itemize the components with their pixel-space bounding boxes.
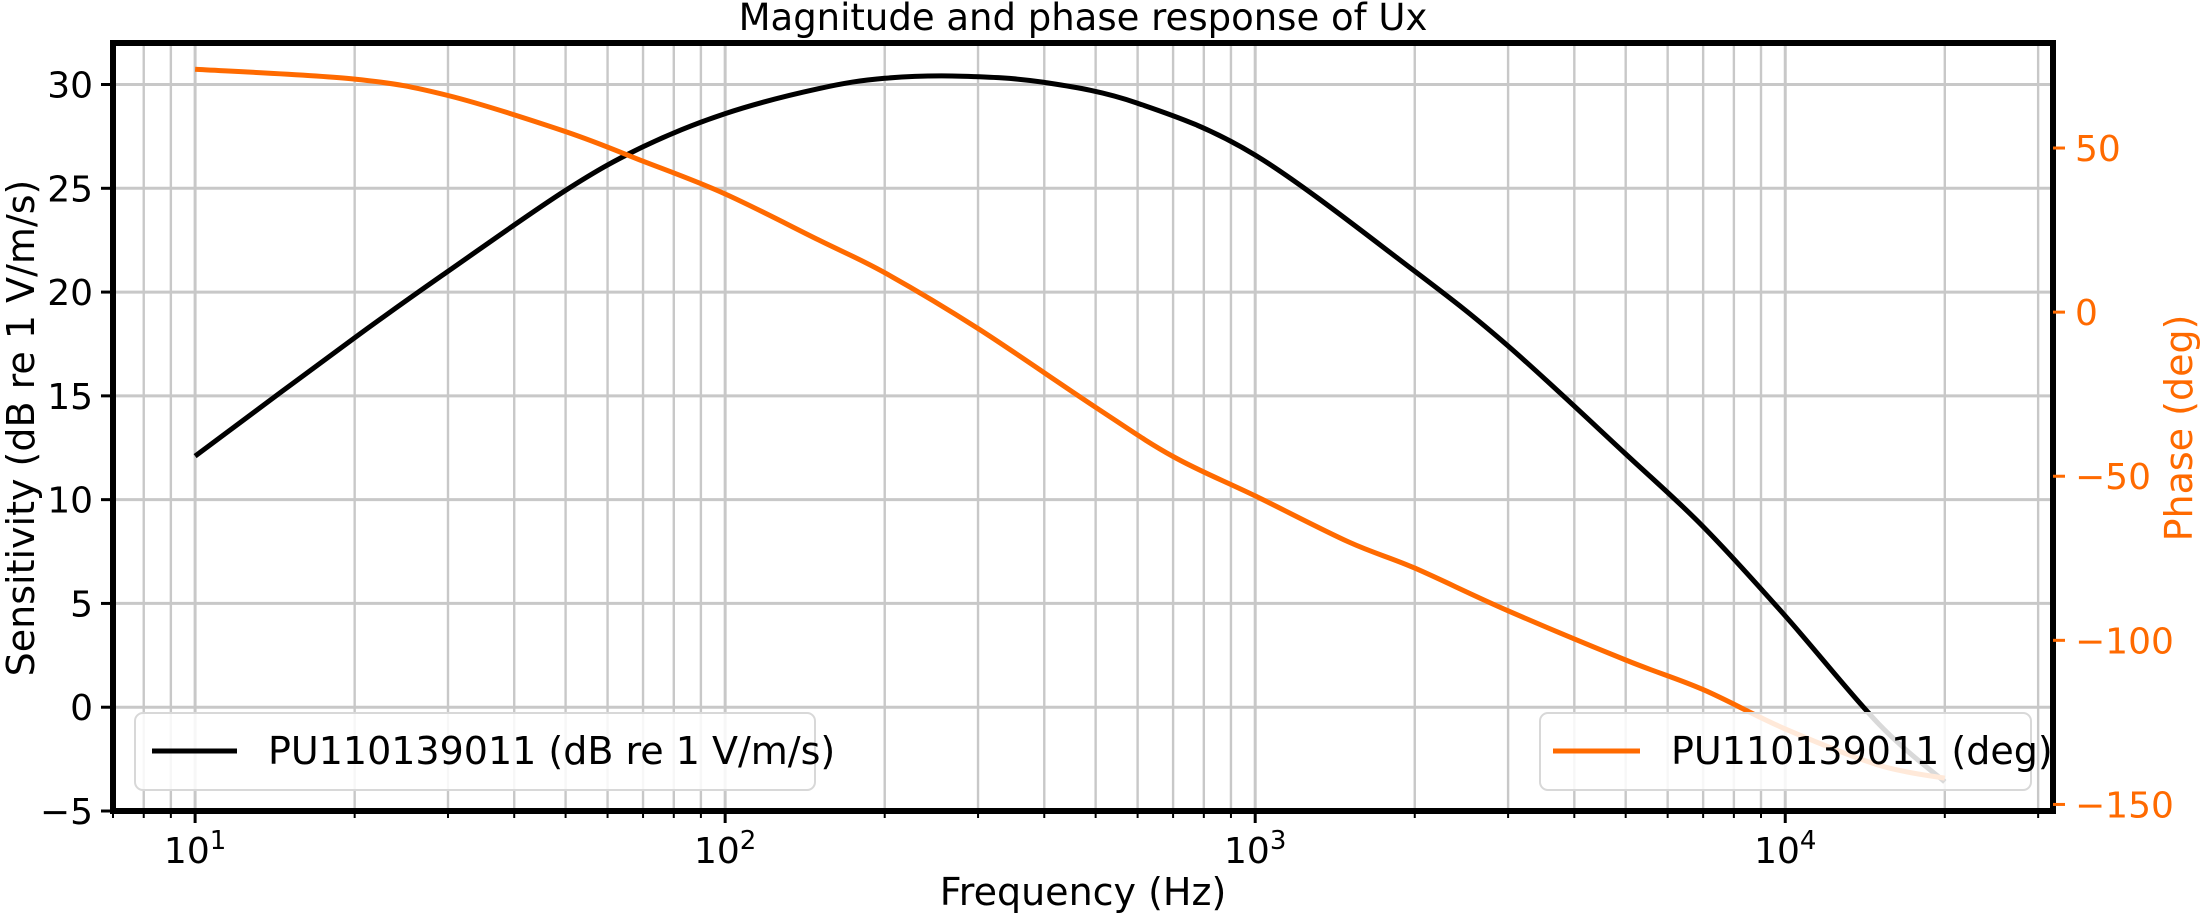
grid-layer [111,43,2053,813]
y-tick-label: −5 [40,792,93,833]
legend-phase-label: PU110139011 (deg) [1671,729,2053,773]
legend-magnitude-label: PU110139011 (dB re 1 V/m/s) [268,729,835,773]
y-tick-label: 30 [47,66,93,107]
y-right-tick-label: −50 [2075,457,2151,498]
y-tick-label: 0 [70,688,93,729]
series-line-phase [194,66,1946,781]
x-axis-label: Frequency (Hz) [940,870,1227,914]
y-tick-label: 15 [47,377,93,418]
y-axis-label: Sensitivity (dB re 1 V/m/s) [0,180,43,677]
y-right-tick-label: −150 [2075,785,2174,826]
y-tick-label: 10 [47,481,93,522]
y-right-tick-label: 50 [2075,129,2121,170]
y-right-tick-label: −100 [2075,621,2174,662]
y-tick-label: 25 [47,169,93,210]
legend-magnitude: PU110139011 (dB re 1 V/m/s) [134,712,835,791]
y-right-tick-label: 0 [2075,293,2098,334]
x-tick-label: 104 [1754,826,1816,872]
x-tick-label: 101 [164,826,226,872]
series-line-magnitude [193,73,1947,784]
chart-title: Magnitude and phase response of Ux [739,0,1428,39]
legend-magnitude-box [134,712,816,791]
series-layer [193,66,1947,784]
legend-phase: PU110139011 (deg) [1539,712,2053,791]
x-tick-label: 103 [1224,826,1286,872]
legend-phase-box [1539,712,2032,791]
y-tick-label: 20 [47,273,93,314]
plot-frame [110,40,2056,814]
x-tick-label: 102 [694,826,756,872]
y-tick-label: 5 [70,584,93,625]
y-axis-label-right: Phase (deg) [2157,315,2201,542]
